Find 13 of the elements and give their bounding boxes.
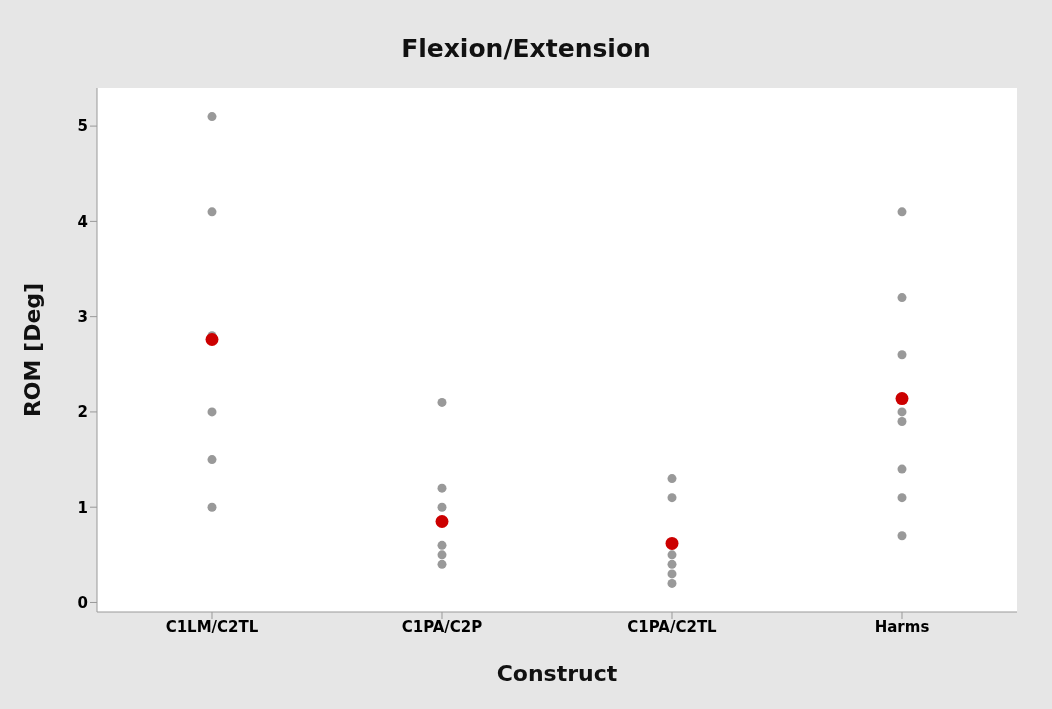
x-tick-label: Harms — [874, 617, 930, 636]
chart-title: Flexion/Extension — [400, 34, 652, 63]
y-tick-label: 4 — [77, 212, 88, 231]
y-axis-title: ROM [Deg] — [19, 282, 45, 418]
x-tick-label: C1LM/C2TL — [165, 617, 259, 636]
x-axis-title: Construct — [496, 661, 618, 686]
y-tick-label: 0 — [77, 593, 88, 612]
y-tick-label: 5 — [77, 117, 88, 136]
x-tick-label: C1PA/C2TL — [627, 617, 718, 636]
x-tick-label: C1PA/C2P — [401, 617, 483, 636]
y-tick-label: 2 — [77, 403, 88, 422]
y-tick-label: 3 — [77, 307, 88, 326]
y-tick-label: 1 — [77, 498, 88, 517]
